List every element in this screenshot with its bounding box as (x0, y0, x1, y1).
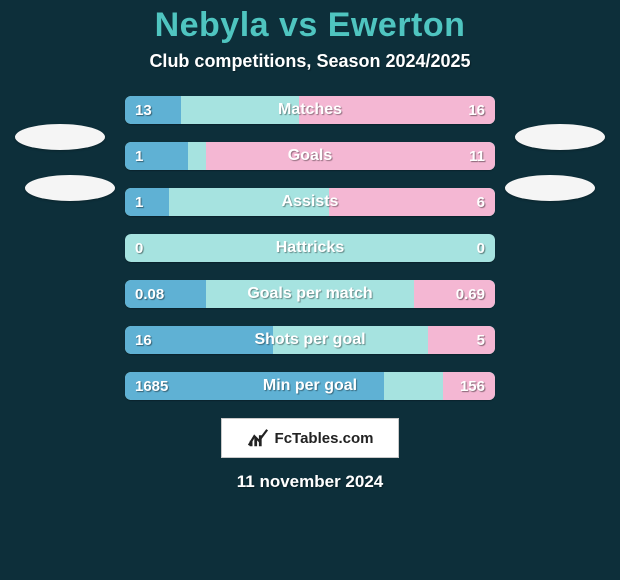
stat-value-left: 0 (135, 234, 143, 262)
stat-segment-right (206, 142, 495, 170)
stat-segment-left (125, 280, 206, 308)
stat-row: Assists16 (125, 188, 495, 216)
stat-segment-right (299, 96, 495, 124)
stat-row: Min per goal1685156 (125, 372, 495, 400)
stat-segment-right (414, 280, 495, 308)
stat-segment-right (329, 188, 496, 216)
stat-segment-right (443, 372, 495, 400)
stat-segment-right (428, 326, 495, 354)
player-chip-right-2 (505, 175, 595, 201)
page-subtitle: Club competitions, Season 2024/2025 (0, 51, 620, 72)
stat-value-right: 0 (477, 234, 485, 262)
stat-row: Matches1316 (125, 96, 495, 124)
comparison-infographic: Nebyla vs Ewerton Club competitions, Sea… (0, 0, 620, 580)
stat-row: Hattricks0 0 (125, 234, 495, 262)
stat-row: Shots per goal165 (125, 326, 495, 354)
stat-row: Goals per match0.080.69 (125, 280, 495, 308)
stat-segment-left (125, 142, 188, 170)
stat-segment-left (125, 326, 273, 354)
stat-row: Goals111 (125, 142, 495, 170)
stat-bars-container: Matches1316 Goals111 Assists16 Hattricks0 0 G… (125, 96, 495, 400)
stat-segment-left (125, 188, 169, 216)
stat-segment-left (125, 372, 384, 400)
player-chip-right-1 (515, 124, 605, 150)
source-logo: FcTables.com (221, 418, 399, 458)
chart-icon (247, 427, 269, 449)
infographic-date: 11 november 2024 (0, 472, 620, 492)
player-chip-left-2 (25, 175, 115, 201)
player-chip-left-1 (15, 124, 105, 150)
page-title: Nebyla vs Ewerton (0, 6, 620, 45)
source-logo-text: FcTables.com (275, 430, 374, 447)
stat-label: Hattricks (125, 234, 495, 262)
stat-segment-left (125, 96, 181, 124)
